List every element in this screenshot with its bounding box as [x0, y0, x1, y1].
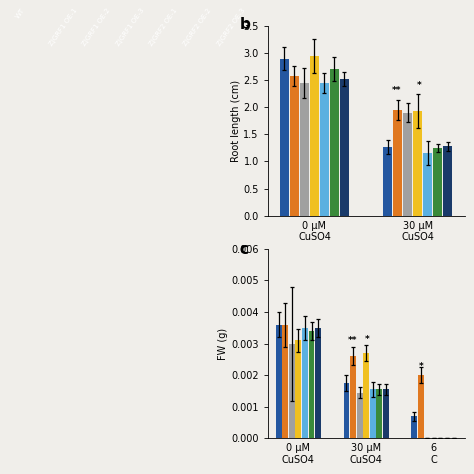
- Y-axis label: Root length (cm): Root length (cm): [230, 80, 240, 162]
- Bar: [356, 392, 363, 438]
- Bar: [363, 353, 369, 438]
- Bar: [289, 344, 295, 438]
- Text: c: c: [239, 242, 248, 257]
- Bar: [383, 390, 389, 438]
- Bar: [290, 76, 299, 216]
- Bar: [340, 79, 349, 216]
- Text: *: *: [419, 362, 424, 371]
- Text: *: *: [365, 335, 369, 344]
- Bar: [350, 356, 356, 438]
- Bar: [423, 154, 432, 216]
- Bar: [302, 328, 308, 438]
- Bar: [280, 59, 289, 216]
- Text: ZjGRF2 OE-3: ZjGRF2 OE-3: [216, 7, 246, 47]
- Bar: [283, 325, 288, 438]
- Text: *: *: [417, 81, 421, 90]
- Text: WT: WT: [14, 7, 26, 19]
- Bar: [393, 110, 402, 216]
- Y-axis label: FW (g): FW (g): [219, 328, 228, 360]
- Bar: [309, 331, 314, 438]
- Bar: [295, 340, 301, 438]
- Bar: [310, 56, 319, 216]
- Text: ZjGRF1 OE-1: ZjGRF1 OE-1: [48, 7, 78, 47]
- Bar: [320, 83, 329, 216]
- Bar: [383, 147, 392, 216]
- Text: **: **: [392, 86, 401, 95]
- Bar: [411, 416, 417, 438]
- Bar: [276, 325, 282, 438]
- Bar: [413, 111, 422, 216]
- Bar: [344, 383, 349, 438]
- Bar: [418, 375, 424, 438]
- Bar: [300, 83, 309, 216]
- Bar: [315, 328, 321, 438]
- Text: **: **: [347, 336, 357, 345]
- Bar: [370, 390, 376, 438]
- Bar: [433, 148, 442, 216]
- Bar: [330, 69, 339, 216]
- Bar: [443, 146, 452, 216]
- Text: b: b: [239, 17, 250, 32]
- Bar: [403, 113, 412, 216]
- Text: ZjGRF1 OE-3: ZjGRF1 OE-3: [115, 7, 146, 47]
- Bar: [376, 390, 382, 438]
- Text: ZjGRF2 OE-2: ZjGRF2 OE-2: [182, 7, 212, 47]
- Text: ZjGRF1 OE-2: ZjGRF1 OE-2: [82, 7, 112, 47]
- Text: ZjGRF2 OE-1: ZjGRF2 OE-1: [148, 7, 179, 47]
